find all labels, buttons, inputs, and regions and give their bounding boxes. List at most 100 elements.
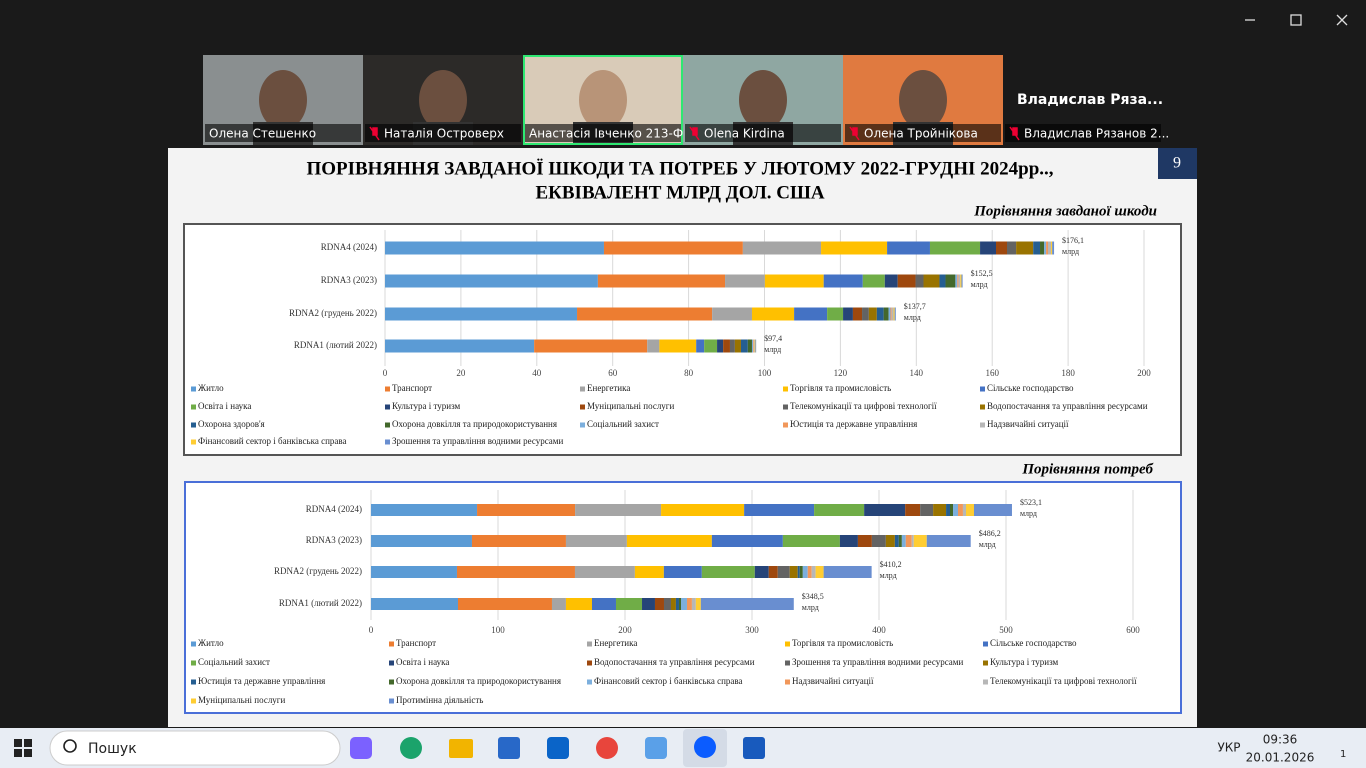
legend-label: Торгівля та промисловість: [790, 383, 891, 393]
bar-segment: [691, 598, 696, 610]
total-label: $176,1: [1062, 236, 1084, 245]
bar-segment: [711, 535, 783, 547]
app-icon[interactable]: [350, 737, 372, 759]
start: [24, 739, 32, 747]
start[interactable]: [14, 739, 22, 747]
bar-segment: [797, 566, 800, 578]
x-tick-label: 160: [985, 368, 999, 378]
x-tick-label: 0: [369, 625, 374, 635]
bar-segment: [905, 535, 912, 547]
bar-segment: [471, 535, 566, 547]
legend-swatch: [785, 660, 790, 666]
total-label: $348,5: [802, 592, 824, 601]
x-tick-label: 500: [999, 625, 1013, 635]
clock-date: 20.01.2026: [1246, 751, 1315, 765]
bar-segment: [712, 307, 752, 321]
bar-segment: [862, 307, 869, 321]
restore[interactable]: [1290, 14, 1302, 26]
bar-segment: [864, 504, 906, 516]
category-label: RDNA2 (грудень 2022): [274, 566, 362, 576]
x-tick-label: 100: [491, 625, 505, 635]
legend-label: Надзвичайні ситуації: [987, 419, 1069, 429]
bar-segment: [885, 535, 895, 547]
app-icon[interactable]: [596, 737, 618, 759]
x-tick-label: 120: [834, 368, 848, 378]
participant-name: Наталія Островерх: [384, 127, 504, 141]
name-plate: [365, 124, 521, 142]
category-label: RDNA2 (грудень 2022): [289, 308, 377, 318]
bar-segment: [603, 241, 743, 255]
x-tick-label: 100: [758, 368, 772, 378]
x-tick-label: 300: [745, 625, 759, 635]
bar-segment: [884, 274, 898, 288]
bar-segment: [754, 566, 769, 578]
bar-segment: [744, 504, 815, 516]
legend-label: Транспорт: [392, 383, 432, 393]
page-number: 9: [1173, 155, 1181, 172]
participant-name: Олена Тройнікова: [864, 127, 978, 141]
bar-segment: [755, 339, 757, 353]
bar-segment: [747, 339, 752, 353]
legend-label: Торгівля та промисловість: [792, 638, 893, 648]
bar-segment: [717, 339, 724, 353]
bar-segment: [961, 274, 963, 288]
search-box[interactable]: [49, 730, 341, 766]
bar-segment: [751, 339, 754, 353]
participant-name: Владислав Рязанов 2...: [1024, 127, 1169, 141]
legend-label: Юстиція та державне управління: [790, 419, 917, 429]
legend-label: Телекомунікації та цифрові технології: [990, 676, 1137, 686]
bar-segment: [1046, 241, 1048, 255]
bar-segment: [926, 535, 971, 547]
bar-segment: [597, 274, 726, 288]
x-tick-label: 200: [1137, 368, 1151, 378]
bar-segment: [823, 274, 863, 288]
legend-label: Соціальний захист: [198, 657, 270, 667]
bar-segment: [634, 566, 664, 578]
bar-segment: [661, 504, 745, 516]
app-icon[interactable]: [645, 737, 667, 759]
legend-label: Муніципальні послуги: [198, 695, 285, 705]
bar-segment: [957, 504, 963, 516]
bar-segment: [723, 339, 730, 353]
app-icon[interactable]: [694, 736, 716, 758]
app-icon[interactable]: [400, 737, 422, 759]
bar-segment: [1044, 241, 1047, 255]
bar-segment: [654, 598, 664, 610]
legend-swatch: [980, 386, 985, 392]
bar-segment: [740, 339, 748, 353]
x-tick-label: 60: [608, 368, 618, 378]
bar-segment: [385, 339, 535, 353]
app-icon[interactable]: [743, 737, 765, 759]
clock-time: 09:36: [1263, 733, 1298, 747]
legend-swatch: [191, 641, 196, 647]
bar-segment: [887, 241, 930, 255]
app-icon[interactable]: [449, 739, 473, 758]
bar-segment: [371, 566, 457, 578]
app-icon[interactable]: [498, 737, 520, 759]
legend-swatch: [191, 386, 196, 392]
legend-label: Водопостачання та управління ресурсами: [987, 401, 1148, 411]
legend-label: Житло: [198, 638, 224, 648]
bar-segment: [1047, 241, 1052, 255]
legend-swatch: [385, 386, 390, 392]
bar-segment: [1007, 241, 1017, 255]
bar-segment: [894, 307, 896, 321]
start: [14, 749, 22, 757]
close[interactable]: [1336, 14, 1348, 26]
chart-frame: [184, 481, 1182, 714]
app-icon[interactable]: [547, 737, 569, 759]
legend-label: Телекомунікації та цифрові технології: [790, 401, 937, 411]
bar-segment: [681, 598, 687, 610]
bar-segment: [955, 274, 958, 288]
notification-count[interactable]: 1: [1340, 749, 1346, 760]
x-tick-label: 40: [532, 368, 542, 378]
bar-segment: [729, 339, 735, 353]
bar-segment: [933, 504, 947, 516]
bar-segment: [575, 504, 662, 516]
x-tick-label: 140: [910, 368, 924, 378]
bar-segment: [700, 598, 794, 610]
bar-segment: [905, 504, 921, 516]
bar-segment: [777, 566, 790, 578]
muted-icon: [1009, 126, 1020, 141]
language[interactable]: УКР: [1217, 741, 1240, 755]
